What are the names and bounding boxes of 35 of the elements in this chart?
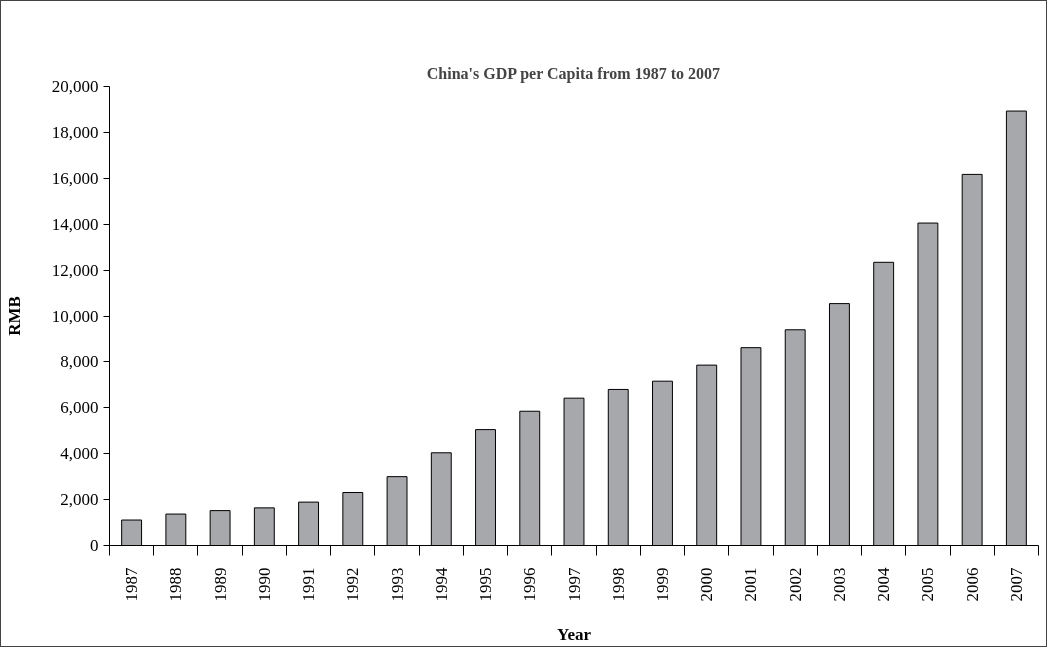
x-tick-label: 2003 [829, 567, 849, 602]
y-tick-label: 18,000 [51, 122, 99, 142]
x-tick-label: 1995 [476, 567, 496, 602]
x-tick-label: 1992 [343, 567, 363, 602]
x-tick-label: 1987 [122, 567, 142, 602]
x-tick-label: 1998 [608, 567, 628, 602]
y-tick-label: 2,000 [60, 490, 99, 510]
x-tick-label: 2000 [697, 567, 717, 602]
x-tick-label: 2006 [962, 567, 982, 602]
x-tick-label: 1993 [387, 567, 407, 602]
chart-title: China's GDP per Capita from 1987 to 2007 [426, 64, 721, 83]
y-tick-label: 0 [90, 536, 99, 555]
x-tick-label: 2001 [741, 567, 761, 602]
y-tick-label: 8,000 [60, 352, 99, 372]
x-tick-label: 2004 [874, 567, 894, 602]
x-tick-label: 1994 [431, 567, 451, 602]
y-tick-label: 16,000 [51, 168, 99, 188]
y-tick-label: 4,000 [60, 444, 99, 464]
y-tick-label: 6,000 [60, 398, 99, 418]
y-tick-label: 20,000 [51, 77, 99, 96]
x-tick-label: 1988 [166, 567, 186, 602]
x-tick-label: 1991 [299, 567, 319, 602]
y-tick-label: 10,000 [51, 306, 99, 326]
x-tick-label: 2007 [1006, 567, 1026, 602]
x-tick-label: 1989 [210, 567, 230, 602]
x-tick-label: 2002 [785, 567, 805, 602]
y-tick-label: 14,000 [51, 214, 99, 234]
x-tick-label: 1997 [564, 567, 584, 602]
y-axis-title: RMB [4, 296, 24, 336]
y-tick-label: 12,000 [51, 260, 99, 280]
x-tick-label: 1990 [254, 567, 274, 602]
x-axis-title: Year [557, 624, 592, 644]
x-tick-label: 2005 [918, 567, 938, 602]
x-tick-label: 1996 [520, 567, 540, 602]
x-tick-label: 1999 [652, 567, 672, 602]
